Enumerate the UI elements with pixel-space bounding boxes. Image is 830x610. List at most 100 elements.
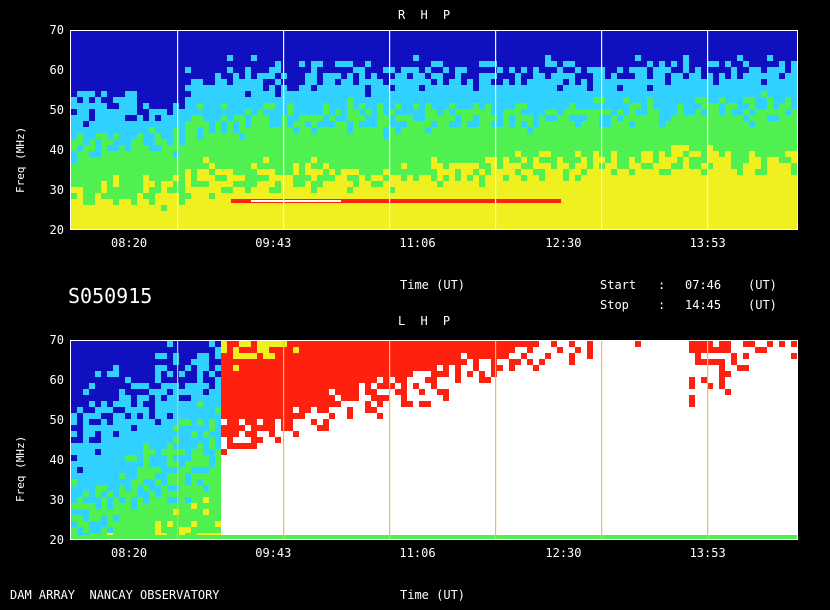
rhp-cell	[671, 73, 678, 80]
rhp-cell	[143, 175, 150, 182]
rhp-cell	[539, 169, 546, 176]
rhp-cell	[335, 205, 342, 212]
rhp-cell	[323, 61, 330, 68]
lhp-cell	[203, 347, 210, 354]
rhp-cell	[599, 61, 606, 68]
rhp-cell	[707, 181, 714, 188]
rhp-cell	[737, 55, 744, 62]
rhp-cell	[599, 145, 606, 152]
rhp-cell	[83, 79, 90, 86]
lhp-cell	[209, 365, 216, 372]
lhp-cell	[179, 383, 186, 390]
rhp-cell	[233, 175, 240, 182]
rhp-cell	[611, 145, 618, 152]
rhp-cell	[455, 49, 462, 56]
rhp-cell	[695, 181, 702, 188]
rhp-cell	[749, 31, 756, 38]
rhp-cell	[755, 169, 762, 176]
rhp-cell	[263, 67, 270, 74]
rhp-cell	[773, 67, 780, 74]
rhp-cell	[713, 223, 720, 229]
rhp-cell	[725, 97, 732, 104]
rhp-cell	[149, 151, 156, 158]
rhp-cell	[395, 67, 402, 74]
rhp-cell	[773, 133, 780, 140]
rhp-cell	[731, 61, 738, 68]
rhp-cell	[539, 55, 546, 62]
rhp-cell	[227, 157, 234, 164]
rhp-cell	[179, 49, 186, 56]
rhp-cell	[665, 133, 672, 140]
lhp-cell	[101, 455, 108, 462]
rhp-cell	[95, 37, 102, 44]
rhp-cell	[341, 43, 348, 50]
rhp-cell	[383, 187, 390, 194]
rhp-cell	[755, 79, 762, 86]
rhp-cell	[209, 67, 216, 74]
rhp-cell	[755, 163, 762, 170]
rhp-cell	[437, 193, 444, 200]
rhp-cell	[557, 223, 564, 229]
rhp-cell	[401, 127, 408, 134]
lhp-cell	[167, 443, 174, 450]
rhp-cell	[635, 67, 642, 74]
rhp-cell	[359, 37, 366, 44]
rhp-cell	[239, 169, 246, 176]
rhp-cell	[389, 97, 396, 104]
rhp-cell	[137, 151, 144, 158]
rhp-cell	[749, 175, 756, 182]
rhp-cell	[677, 103, 684, 110]
rhp-cell	[605, 115, 612, 122]
rhp-cell	[143, 181, 150, 188]
rhp-cell	[449, 103, 456, 110]
rhp-cell	[455, 73, 462, 80]
rhp-cell	[509, 139, 516, 146]
lhp-cell	[95, 365, 102, 372]
rhp-cell	[179, 109, 186, 116]
rhp-cell	[659, 61, 666, 68]
rhp-cell	[77, 49, 84, 56]
lhp-cell	[71, 491, 78, 498]
rhp-cell	[785, 55, 792, 62]
rhp-cell	[149, 109, 156, 116]
lhp-cell	[227, 437, 234, 444]
lhp-cell	[149, 377, 156, 384]
rhp-cell	[419, 73, 426, 80]
rhp-cell	[167, 139, 174, 146]
rhp-cell	[215, 139, 222, 146]
rhp-cell	[539, 151, 546, 158]
rhp-cell	[671, 115, 678, 122]
rhp-cell	[107, 145, 114, 152]
rhp-cell	[401, 31, 408, 38]
lhp-cell	[227, 479, 234, 486]
rhp-cell	[569, 85, 576, 92]
rhp-cell	[767, 211, 774, 218]
rhp-cell	[359, 169, 366, 176]
rhp-cell	[323, 97, 330, 104]
rhp-cell	[77, 211, 84, 218]
lhp-cell	[215, 443, 222, 450]
rhp-cell	[617, 79, 624, 86]
rhp-cell	[779, 187, 786, 194]
lhp-cell	[137, 473, 144, 480]
lhp-cell	[209, 455, 216, 462]
rhp-cell	[653, 205, 660, 212]
rhp-cell	[311, 211, 318, 218]
rhp-cell	[665, 175, 672, 182]
rhp-cell	[359, 109, 366, 116]
rhp-cell	[509, 91, 516, 98]
rhp-cell	[731, 49, 738, 56]
rhp-cell	[341, 109, 348, 116]
rhp-cell	[425, 85, 432, 92]
rhp-cell	[317, 205, 324, 212]
rhp-cell	[767, 199, 774, 206]
lhp-cell	[185, 491, 192, 498]
rhp-cell	[221, 97, 228, 104]
rhp-cell	[761, 205, 768, 212]
lhp-cell	[185, 503, 192, 510]
rhp-cell	[599, 139, 606, 146]
lhp-cell	[95, 485, 102, 492]
lhp-cell	[179, 341, 186, 348]
rhp-cell	[785, 37, 792, 44]
lhp-cell	[137, 395, 144, 402]
